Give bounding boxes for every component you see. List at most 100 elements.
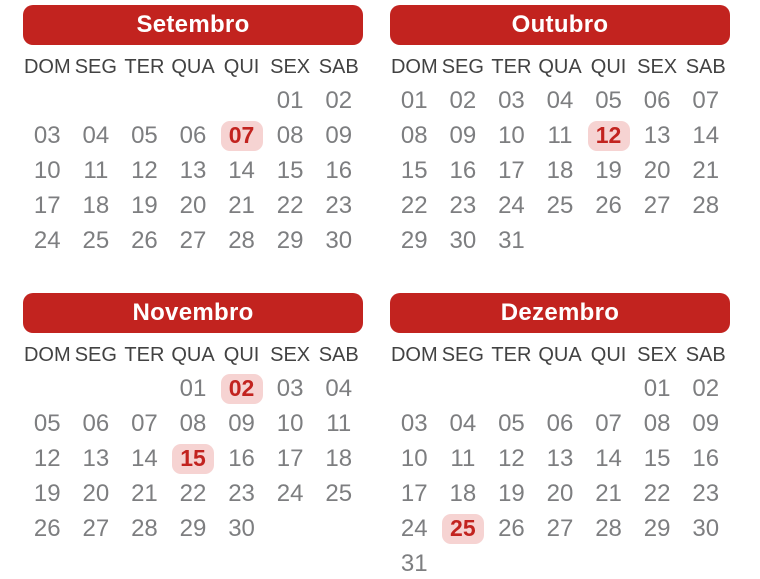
empty-cell bbox=[681, 546, 730, 579]
date-cell: 25 bbox=[82, 226, 110, 254]
date-cell: 23 bbox=[228, 479, 255, 507]
date-cell: 30 bbox=[228, 514, 255, 542]
date-cell: 13 bbox=[643, 121, 671, 149]
date-cell: 21 bbox=[228, 191, 255, 219]
date-cell: 30 bbox=[325, 226, 353, 254]
empty-cell bbox=[487, 546, 536, 579]
weekday-label: TER bbox=[124, 55, 165, 78]
date-cell: 28 bbox=[595, 514, 622, 542]
weekday-label: TER bbox=[491, 343, 532, 366]
date-cell: 07 bbox=[692, 86, 720, 114]
date-cell: 10 bbox=[276, 409, 304, 437]
date-cell: 31 bbox=[400, 549, 428, 577]
date-grid: 01 02 03 04 05 06 07 08 09 10 11 12 13 14 15 16 17 18 19 20… bbox=[23, 371, 363, 546]
date-cell: 29 bbox=[276, 226, 304, 254]
date-cell: 22 bbox=[643, 479, 671, 507]
holiday-date: 07 bbox=[220, 120, 263, 151]
holiday-date: 15 bbox=[171, 443, 214, 474]
weekday-row: DOM SEG TER QUA QUI SEX SAB bbox=[23, 51, 363, 83]
date-cell: 24 bbox=[276, 479, 304, 507]
date-cell: 18 bbox=[449, 479, 477, 507]
date-cell: 17 bbox=[498, 156, 525, 184]
date-cell: 30 bbox=[692, 514, 720, 542]
calendar-novembro: Novembro DOM SEG TER QUA QUI SEX SAB 01 02 03 04 0… bbox=[23, 293, 363, 579]
empty-cell bbox=[681, 223, 730, 258]
date-cell: 29 bbox=[179, 514, 207, 542]
date-cell: 20 bbox=[179, 191, 207, 219]
date-cell: 05 bbox=[595, 86, 622, 114]
month-title: Setembro bbox=[136, 11, 250, 38]
date-cell: 06 bbox=[82, 409, 110, 437]
date-cell: 14 bbox=[228, 156, 255, 184]
date-cell: 08 bbox=[276, 121, 304, 149]
holiday-date: 25 bbox=[441, 513, 484, 544]
weekday-label: QUI bbox=[223, 55, 260, 78]
date-cell: 07 bbox=[217, 118, 266, 153]
date-cell: 28 bbox=[228, 226, 255, 254]
date-cell: 22 bbox=[179, 479, 207, 507]
date-cell: 20 bbox=[546, 479, 574, 507]
date-cell: 10 bbox=[498, 121, 525, 149]
weekday-row: DOM SEG TER QUA QUI SEX SAB bbox=[390, 339, 730, 371]
weekday-label: SEX bbox=[637, 343, 678, 366]
empty-cell bbox=[120, 371, 169, 406]
date-cell: 17 bbox=[276, 444, 304, 472]
date-cell: 16 bbox=[449, 156, 477, 184]
date-cell: 11 bbox=[450, 444, 476, 472]
date-cell: 13 bbox=[82, 444, 110, 472]
date-cell: 19 bbox=[498, 479, 525, 507]
calendar-dezembro: Dezembro DOM SEG TER QUA QUI SEX SAB 01 02 03 04 0… bbox=[390, 293, 730, 579]
date-cell: 19 bbox=[131, 191, 158, 219]
date-cell: 25 bbox=[439, 511, 488, 546]
month-header: Novembro bbox=[23, 293, 363, 333]
empty-cell bbox=[314, 511, 363, 546]
month-header: Outubro bbox=[390, 5, 730, 45]
date-cell: 08 bbox=[643, 409, 671, 437]
empty-cell bbox=[584, 546, 633, 579]
holiday-date: 12 bbox=[587, 120, 630, 151]
date-cell: 18 bbox=[325, 444, 353, 472]
date-cell: 28 bbox=[692, 191, 720, 219]
date-cell: 04 bbox=[546, 86, 574, 114]
empty-cell bbox=[439, 546, 488, 579]
date-cell: 13 bbox=[546, 444, 574, 472]
date-cell: 18 bbox=[82, 191, 110, 219]
date-cell: 03 bbox=[33, 121, 61, 149]
date-cell: 20 bbox=[643, 156, 671, 184]
weekday-label: TER bbox=[124, 343, 165, 366]
date-cell: 21 bbox=[131, 479, 158, 507]
date-cell: 12 bbox=[33, 444, 61, 472]
date-cell: 04 bbox=[449, 409, 477, 437]
weekday-label: SAB bbox=[685, 343, 726, 366]
date-cell: 03 bbox=[400, 409, 428, 437]
empty-cell bbox=[23, 371, 72, 406]
date-cell: 01 bbox=[643, 374, 671, 402]
weekday-label: QUI bbox=[223, 343, 260, 366]
date-cell: 30 bbox=[449, 226, 477, 254]
empty-cell bbox=[169, 83, 218, 118]
weekday-label: QUA bbox=[538, 343, 582, 366]
date-cell: 20 bbox=[82, 479, 110, 507]
weekday-label: DOM bbox=[390, 55, 438, 78]
date-cell: 01 bbox=[179, 374, 207, 402]
date-cell: 22 bbox=[400, 191, 428, 219]
date-cell: 05 bbox=[33, 409, 61, 437]
date-cell: 12 bbox=[498, 444, 525, 472]
date-cell: 03 bbox=[498, 86, 525, 114]
month-title: Novembro bbox=[132, 299, 254, 326]
date-cell: 14 bbox=[692, 121, 720, 149]
weekday-label: SEX bbox=[270, 343, 311, 366]
date-cell: 27 bbox=[82, 514, 110, 542]
date-cell: 12 bbox=[584, 118, 633, 153]
holiday-date: 02 bbox=[220, 373, 263, 404]
date-cell: 31 bbox=[498, 226, 525, 254]
weekday-label: QUI bbox=[590, 55, 627, 78]
date-cell: 04 bbox=[82, 121, 110, 149]
date-cell: 26 bbox=[498, 514, 525, 542]
date-grid: 01 02 03 04 05 06 07 08 09 10 11 12 13 14 15 16 17 18 19 20… bbox=[390, 83, 730, 258]
date-cell: 19 bbox=[595, 156, 622, 184]
date-cell: 06 bbox=[643, 86, 671, 114]
date-cell: 27 bbox=[643, 191, 671, 219]
date-cell: 23 bbox=[692, 479, 720, 507]
